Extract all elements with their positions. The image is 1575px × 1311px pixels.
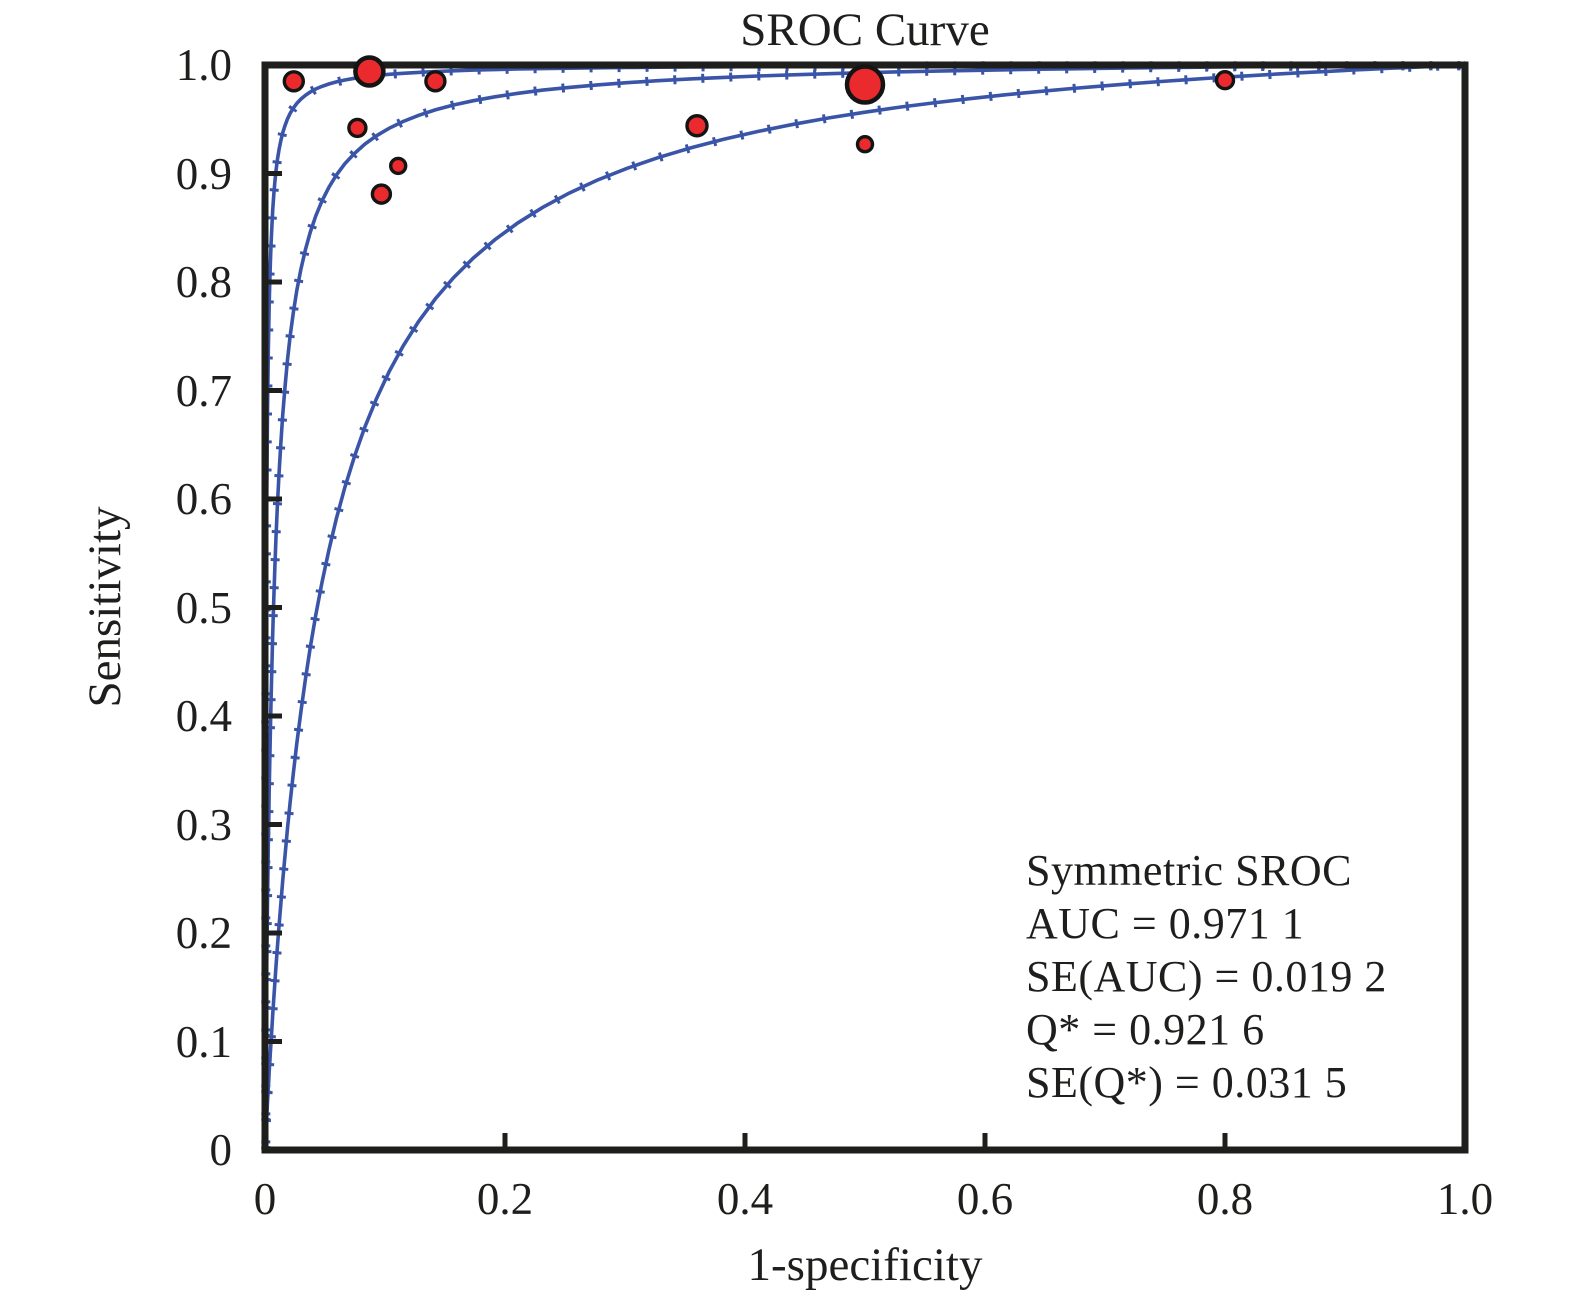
y-tick-label: 0.4 <box>175 691 232 741</box>
study-point <box>370 183 393 205</box>
y-tick-label: 0 <box>209 1125 233 1175</box>
y-tick-label: 0.2 <box>175 908 232 958</box>
study-point <box>844 64 886 105</box>
sroc-statistics-annotation: Symmetric SROC AUC = 0.971 1 SE(AUC) = 0.0… <box>1026 844 1387 1109</box>
x-tick-label: 0.6 <box>956 1174 1014 1224</box>
y-tick-label: 0.9 <box>175 148 232 199</box>
y-tick-label: 0.5 <box>175 582 232 633</box>
study-point <box>353 55 386 88</box>
x-tick-label: 0.8 <box>1196 1174 1254 1224</box>
annotation-line: SE(AUC) = 0.019 2 <box>1026 952 1387 1001</box>
study-point <box>685 114 709 138</box>
x-axis-title: 1-specificity <box>747 1239 983 1291</box>
study-point <box>424 70 447 93</box>
study-point <box>1214 69 1236 91</box>
study-point <box>855 135 875 154</box>
y-tick-label: 0.3 <box>175 799 232 850</box>
x-tick-label: 0.4 <box>716 1174 774 1224</box>
study-point <box>389 156 408 176</box>
y-tick-label: 0.6 <box>175 474 232 524</box>
sroc-curve-ticks <box>261 61 1465 1150</box>
annotation-line: SE(Q*) = 0.031 5 <box>1026 1058 1348 1107</box>
annotation-line: AUC = 0.971 1 <box>1026 899 1305 948</box>
annotation-line: Symmetric SROC <box>1026 846 1353 895</box>
study-point <box>347 117 368 139</box>
x-tick-label: 0 <box>253 1174 277 1224</box>
x-tick-label: 1.0 <box>1436 1174 1494 1224</box>
annotation-line: Q* = 0.921 6 <box>1026 1005 1265 1054</box>
chart-title: SROC Curve <box>740 4 990 56</box>
y-tick-label: 0.1 <box>175 1016 232 1067</box>
x-tick-label: 0.2 <box>476 1174 534 1224</box>
y-tick-label: 1.0 <box>175 40 232 90</box>
y-tick-label: 0.7 <box>175 365 232 416</box>
study-point <box>282 70 305 93</box>
y-tick-label: 0.8 <box>175 257 232 307</box>
